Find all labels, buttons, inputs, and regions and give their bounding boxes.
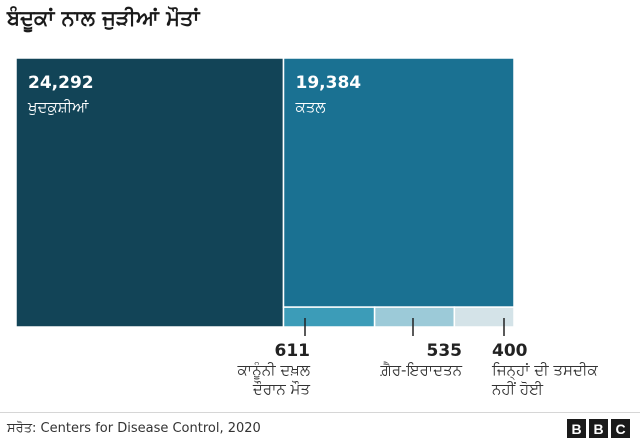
callout-undetermined-label-line2: ਨਹੀਂ ਹੋਈ <box>492 380 543 398</box>
treemap-chart: 24,292 ਖੁਦਕੁਸ਼ੀਆਂ 19,384 ਕਤਲ <box>15 57 515 336</box>
footer-divider <box>0 412 640 413</box>
block-homicides <box>282 57 515 308</box>
callout-undetermined: 400 ਜਿਨ੍ਹਾਂ ਦੀ ਤਸਦੀਕ ਨਹੀਂ ਹੋਈ <box>492 341 598 399</box>
callout-undetermined-value: 400 <box>492 341 528 361</box>
chart-title: ਬੰਦੂਕਾਂ ਨਾਲ ਜੁੜੀਆਂ ਮੌਤਾਂ <box>7 6 200 30</box>
callout-legal-intervention: 611 ਕਾਨੂੰਨੀ ਦਖ਼ਲ ਦੌਰਾਨ ਮੌਤ <box>237 341 310 399</box>
callout-unintentional: 535 ਗ਼ੈਰ-ਇਰਾਦਤਨ <box>380 341 462 380</box>
block-legal-intervention <box>282 306 376 328</box>
bbc-logo-b2: B <box>589 419 608 438</box>
callout-undetermined-label-line1: ਜਿਨ੍ਹਾਂ ਦੀ ਤਸਦੀਕ <box>492 361 598 379</box>
block-suicides <box>15 57 285 328</box>
bbc-logo-c: C <box>611 419 630 438</box>
callout-unintentional-value: 535 <box>426 341 463 361</box>
callout-legal-intervention-label-line1: ਕਾਨੂੰਨੀ ਦਖ਼ਲ <box>237 361 310 379</box>
callout-legal-intervention-label-line2: ਦੌਰਾਨ ਮੌਤ <box>252 380 310 398</box>
block-suicides-label: ਖੁਦਕੁਸ਼ੀਆਂ <box>27 98 89 116</box>
block-homicides-value: 19,384 <box>296 73 362 93</box>
source-note: ਸਰੋਤ: Centers for Disease Control, 2020 <box>7 421 261 436</box>
callout-unintentional-label-line1: ਗ਼ੈਰ-ਇਰਾਦਤਨ <box>380 361 462 379</box>
block-unintentional <box>373 306 456 328</box>
block-suicides-value: 24,292 <box>28 73 94 93</box>
bbc-logo: B B C <box>567 419 630 438</box>
block-undetermined <box>453 306 515 328</box>
block-homicides-label: ਕਤਲ <box>295 98 327 116</box>
bbc-logo-b1: B <box>567 419 586 438</box>
callout-legal-intervention-value: 611 <box>274 341 311 361</box>
